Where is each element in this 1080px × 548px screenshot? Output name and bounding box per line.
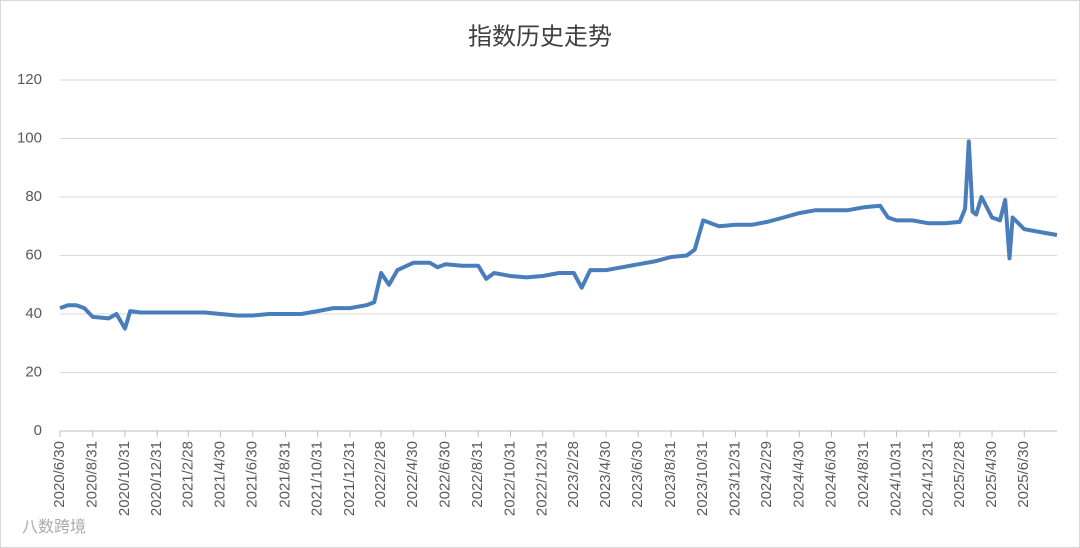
x-tick-label: 2023/4/30 <box>597 441 614 508</box>
x-tick-label: 2020/6/30 <box>51 441 68 508</box>
x-tick-label: 2021/12/31 <box>341 441 358 516</box>
x-tick-label: 2024/6/30 <box>822 441 839 508</box>
x-tick-label: 2021/10/31 <box>309 441 326 516</box>
y-tick-label: 100 <box>17 129 42 146</box>
y-tick-label: 80 <box>25 188 42 205</box>
x-tick-label: 2021/6/30 <box>244 441 261 508</box>
x-tick-label: 2020/10/31 <box>116 441 133 516</box>
x-tick-label: 2022/8/31 <box>469 441 486 508</box>
x-tick-label: 2025/2/28 <box>951 441 968 508</box>
x-tick-label: 2022/4/30 <box>404 441 421 508</box>
x-tick-label: 2021/8/31 <box>276 441 293 508</box>
x-tick-label: 2021/2/28 <box>179 441 196 508</box>
x-tick-label: 2024/2/29 <box>758 441 775 508</box>
y-tick-label: 20 <box>25 363 42 380</box>
x-tick-label: 2022/2/28 <box>372 441 389 508</box>
x-tick-label: 2025/4/30 <box>983 441 1000 508</box>
x-tick-label: 2025/6/30 <box>1015 441 1032 508</box>
x-tick-label: 2024/12/31 <box>920 441 937 516</box>
x-tick-label: 2020/8/31 <box>84 441 101 508</box>
y-tick-label: 60 <box>25 246 42 263</box>
x-tick-label: 2023/10/31 <box>694 441 711 516</box>
x-tick-label: 2024/4/30 <box>790 441 807 508</box>
x-tick-label: 2023/2/28 <box>565 441 582 508</box>
y-tick-label: 120 <box>17 71 42 88</box>
watermark: 八数跨境 <box>22 517 86 536</box>
x-tick-label: 2024/8/31 <box>855 441 872 508</box>
y-tick-label: 0 <box>34 422 42 439</box>
y-tick-label: 40 <box>25 305 42 322</box>
x-tick-label: 2023/6/30 <box>629 441 646 508</box>
line <box>59 139 1058 331</box>
x-tick-label: 2020/12/31 <box>148 441 165 516</box>
x-tick-label: 2022/12/31 <box>534 441 551 516</box>
x-tick-label: 2021/4/30 <box>212 441 229 508</box>
x-tick-label: 2023/8/31 <box>662 441 679 508</box>
x-tick-label: 2022/10/31 <box>501 441 518 516</box>
x-tick-label: 2022/6/30 <box>436 441 453 508</box>
x-tick-label: 2023/12/31 <box>726 441 743 516</box>
chart-title: 指数历史走势 <box>468 23 612 50</box>
x-tick-label: 2024/10/31 <box>887 441 904 516</box>
